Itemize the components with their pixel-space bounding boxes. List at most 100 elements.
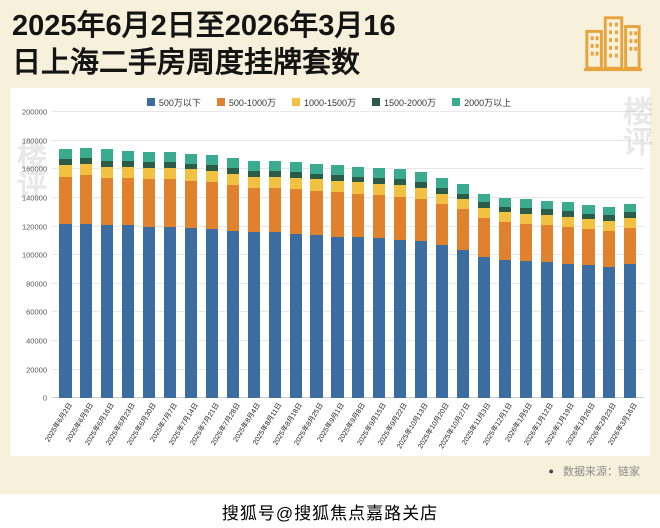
legend-label: 2000万以上 — [464, 97, 512, 108]
bar — [97, 112, 118, 399]
bar — [348, 112, 369, 399]
bar-segment — [247, 160, 260, 171]
legend-swatch — [291, 98, 300, 107]
bar-segment — [205, 155, 218, 166]
bar — [453, 112, 474, 399]
bar-segment — [205, 182, 218, 230]
legend: 500万以下 500-1000万 1000-1500万 1500-2000万 2000万… — [14, 94, 644, 110]
y-tick-label: 140000 — [21, 193, 47, 203]
bar-segment — [415, 188, 428, 200]
y-tick-label: 40000 — [26, 336, 47, 346]
bar-segment — [456, 199, 470, 210]
bar-segment — [247, 176, 260, 189]
bar-segment — [519, 199, 532, 209]
bar-segment — [582, 265, 595, 399]
bar-segment — [80, 223, 93, 399]
bar-segment — [477, 202, 490, 209]
y-tick-label: 200000 — [21, 107, 47, 117]
bar-segment — [247, 170, 260, 177]
bar-segment — [498, 222, 511, 260]
bar-segment — [80, 148, 93, 158]
bar — [536, 112, 557, 399]
bar-segment — [435, 178, 449, 189]
gridline — [52, 168, 644, 170]
bar-segment — [268, 176, 281, 189]
bar — [557, 112, 578, 399]
bar-segment — [435, 193, 449, 204]
legend-item: 1500-2000万 — [372, 96, 436, 109]
bar — [369, 112, 390, 399]
bar-segment — [415, 240, 428, 399]
bar-segment — [603, 266, 616, 399]
gridline — [52, 340, 644, 342]
bar-segment — [456, 209, 470, 250]
bar-segment — [540, 200, 553, 210]
y-tick-label: 0 — [42, 393, 47, 403]
bar-segment — [603, 206, 616, 216]
bar-segment — [289, 233, 302, 399]
bar-segment — [226, 173, 239, 186]
bar — [390, 112, 411, 399]
bar-segment — [101, 160, 114, 167]
bar-segment — [331, 192, 344, 237]
legend-label: 1000-1500万 — [303, 97, 357, 108]
bar-segment — [624, 212, 637, 219]
bar-segment — [310, 235, 323, 399]
bar-segment — [184, 180, 198, 229]
gridline — [52, 197, 644, 199]
y-tick-label: 20000 — [26, 365, 47, 375]
legend-label: 500万以下 — [158, 97, 201, 108]
y-tick-label: 80000 — [26, 279, 47, 289]
bar-segment — [122, 160, 135, 167]
bar-segment — [164, 162, 177, 168]
bar-segment — [603, 215, 616, 221]
bar-segment — [352, 176, 365, 183]
bar-segment — [268, 170, 281, 177]
y-tick-label: 120000 — [21, 222, 47, 232]
bar-segment — [456, 183, 470, 194]
bar-segment — [456, 249, 470, 399]
bar-segment — [519, 213, 532, 224]
bar — [118, 112, 139, 399]
title-line-2: 日上海二手房周度挂牌套数 — [12, 47, 361, 80]
bar-segment — [624, 203, 637, 213]
bar — [327, 112, 348, 399]
bar-segment — [561, 202, 574, 211]
bar-segment — [59, 223, 72, 399]
plot-wrap: 0 20000 40000 60000 80000 100000 120000 140000 1… — [14, 108, 644, 403]
bar-segment — [101, 166, 114, 179]
bar-segment — [561, 263, 574, 399]
bar-segment — [122, 150, 135, 161]
legend-item: 2000万以上 — [452, 96, 511, 109]
bar-segment — [415, 199, 428, 241]
bar-segment — [561, 216, 574, 227]
bar-segment — [394, 179, 407, 186]
bar-segment — [205, 170, 218, 183]
bar-segment — [352, 166, 365, 177]
bar-segment — [143, 179, 156, 227]
bar — [222, 112, 243, 399]
legend-label: 500-1000万 — [228, 97, 276, 108]
bar-segment — [394, 169, 407, 180]
bar-segment — [373, 195, 386, 239]
legend-swatch — [146, 98, 155, 107]
x-axis: 2025年6月2日 2025年6月9日 2025年6月16日 2025年6月23日 20… — [45, 398, 644, 456]
bar — [411, 112, 432, 399]
bottom-watermark: 搜狐号@搜狐焦点嘉路关店 — [0, 494, 660, 528]
bar-segment — [247, 232, 260, 399]
bar-segment — [415, 172, 428, 183]
bar-segment — [352, 193, 365, 237]
bar-segment — [519, 223, 532, 261]
city-buildings-icon — [582, 12, 644, 79]
plot-area — [52, 111, 644, 399]
bar-segment — [184, 153, 198, 164]
bar-segment — [59, 165, 72, 177]
bar-segment — [331, 180, 344, 193]
bar-segment — [247, 188, 260, 233]
legend-label: 1500-2000万 — [384, 97, 437, 108]
bar-segment — [582, 219, 595, 230]
bar-segment — [289, 162, 302, 173]
bar — [181, 112, 202, 399]
bar-segment — [80, 158, 93, 164]
bar-segment — [184, 228, 198, 399]
